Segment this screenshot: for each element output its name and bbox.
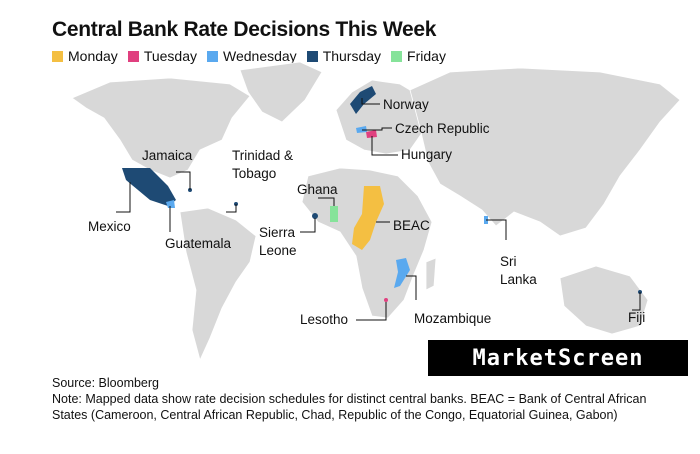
country-label: Fiji — [628, 310, 646, 325]
legend-item: Wednesday — [207, 48, 297, 64]
leader-lines — [116, 98, 641, 321]
country-shape — [166, 200, 175, 208]
legend-label: Tuesday — [143, 48, 197, 64]
legend-label: Monday — [68, 48, 118, 64]
country-label: Norway — [383, 97, 429, 112]
country-label: Czech Republic — [395, 121, 490, 136]
legend-swatch — [391, 50, 403, 62]
country-shape — [350, 86, 376, 114]
country-shape — [366, 130, 377, 138]
country-shape — [352, 186, 384, 250]
country-shape — [122, 168, 176, 206]
title: Central Bank Rate Decisions This Week — [52, 18, 437, 41]
country-label: Hungary — [401, 147, 453, 162]
country-label: Ghana — [297, 182, 338, 197]
country-label: Trinidad & Tobago — [232, 148, 294, 181]
country-label: Guatemala — [165, 236, 232, 251]
country-label: Sri Lanka — [500, 254, 537, 287]
legend-item: Thursday — [306, 48, 382, 64]
country-label: Jamaica — [142, 148, 193, 163]
legend: Monday Tuesday Wednesday Thursday Friday — [52, 48, 446, 64]
country-label: BEAC — [393, 218, 430, 233]
country-shape — [384, 298, 388, 302]
country-label: Sierra Leone — [259, 225, 297, 258]
country-label: Mexico — [88, 219, 131, 234]
legend-label: Thursday — [322, 48, 382, 64]
legend-item: Friday — [391, 48, 446, 64]
legend-label: Wednesday — [223, 48, 297, 64]
highlighted-countries — [122, 86, 642, 302]
legend-label: Friday — [407, 48, 446, 64]
legend-swatch — [52, 50, 63, 62]
brand-logo: MarketScreen — [428, 340, 688, 376]
country-label: Lesotho — [300, 312, 349, 327]
note: Note: Mapped data show rate decision sch… — [52, 392, 647, 422]
country-label: Mozambique — [414, 311, 492, 326]
source: Source: Bloomberg — [52, 376, 160, 390]
legend-swatch — [306, 50, 318, 62]
country-shape — [356, 126, 367, 133]
country-shape — [394, 258, 410, 288]
legend-item: Monday — [52, 48, 118, 64]
country-shape — [330, 206, 338, 222]
country-shape — [312, 213, 318, 219]
legend-item: Tuesday — [127, 48, 197, 64]
legend-swatch — [207, 50, 218, 62]
legend-swatch — [127, 50, 139, 62]
